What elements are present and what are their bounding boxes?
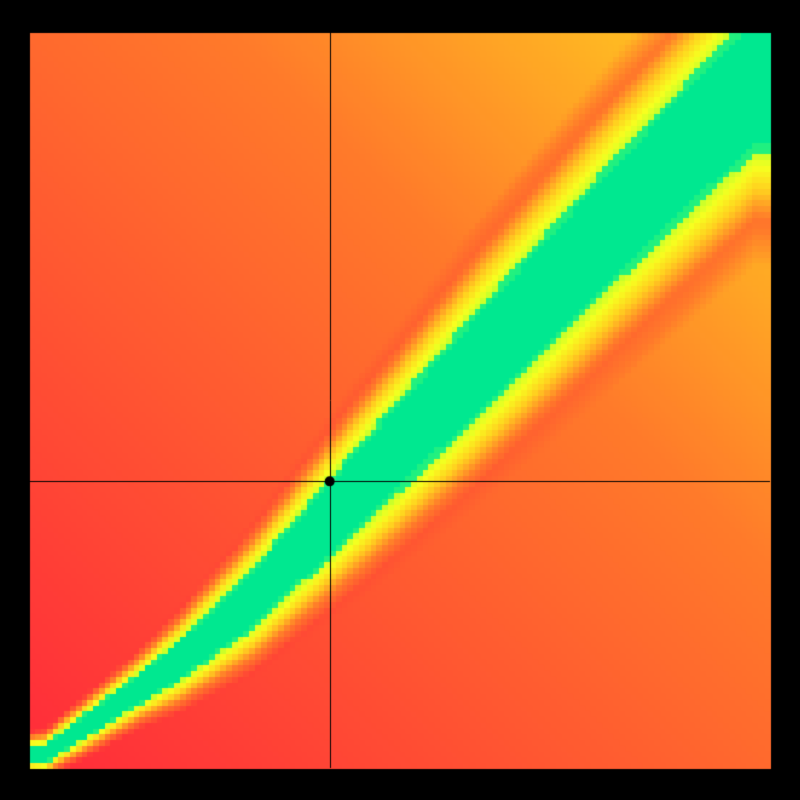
bottleneck-heatmap — [0, 0, 800, 800]
chart-container: TheBottleneck.com — [0, 0, 800, 800]
